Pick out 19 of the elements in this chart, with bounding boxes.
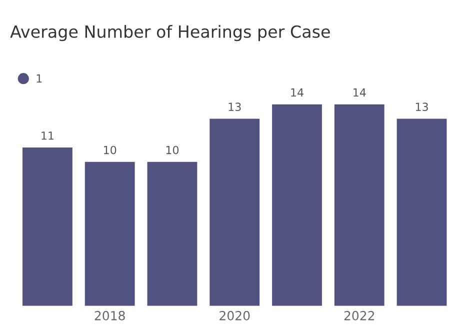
chart-title: Average Number of Hearings per Case	[10, 25, 330, 42]
x-tick-label: 2018	[94, 310, 125, 320]
data-label: 11	[42, 132, 54, 140]
data-label: 14	[354, 88, 366, 96]
data-label: 14	[291, 88, 304, 96]
x-tick-label: 2020	[220, 310, 250, 320]
bar	[210, 118, 260, 306]
bar	[147, 162, 198, 306]
data-label: 13	[416, 102, 428, 112]
data-label: 10	[104, 146, 116, 154]
bar	[334, 104, 384, 306]
bar	[396, 118, 447, 306]
data-label: 10	[166, 146, 179, 154]
data-label: 13	[228, 102, 241, 112]
x-tick-label: 2022	[344, 310, 374, 320]
bar	[22, 148, 72, 306]
legend-label: 1	[36, 74, 42, 83]
bar	[84, 162, 135, 306]
bar	[272, 104, 322, 306]
